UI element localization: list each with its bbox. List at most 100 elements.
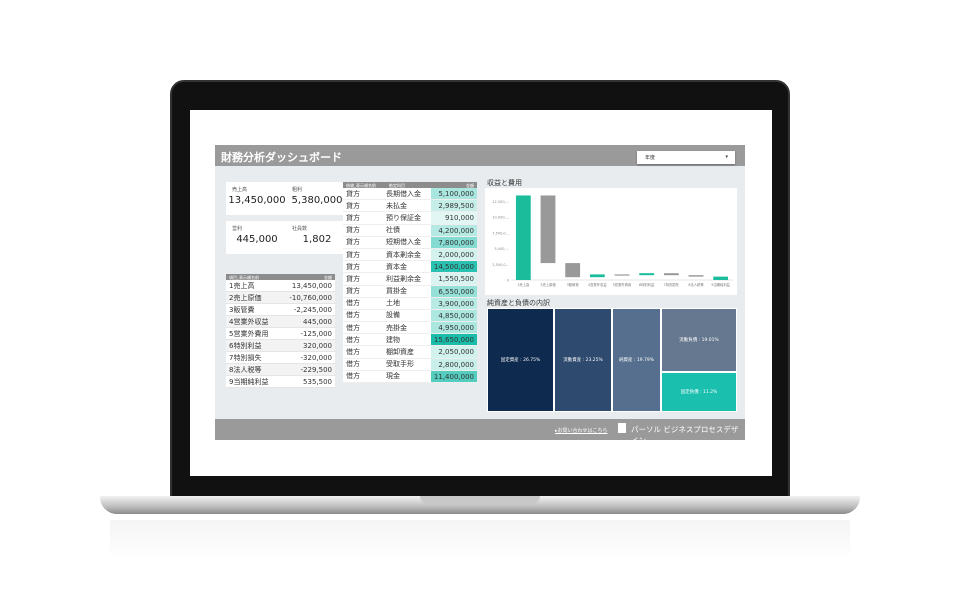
table-row: 8法人税等 -229,500 <box>226 364 335 376</box>
amount-cell: 4,950,000 <box>431 322 477 334</box>
account-cell: 預り保証金 <box>386 213 421 222</box>
treemap: 固定資産 : 26.75% 流動資産 : 23.25% 純資産 : 19.79% 流動… <box>487 308 737 412</box>
waterfall-bar[interactable] <box>639 273 655 276</box>
waterfall-bar[interactable] <box>565 263 581 278</box>
waterfall-bar[interactable] <box>713 276 729 280</box>
laptop-base <box>100 496 860 514</box>
brand-name: パーソル ビジネスプロセスデザイン <box>631 425 739 445</box>
account-cell: 買掛金 <box>386 287 407 296</box>
x-tick-label: 5営業外費用 <box>613 282 632 287</box>
chevron-down-icon: ▾ <box>725 154 728 160</box>
waterfall-bar[interactable] <box>614 274 630 276</box>
x-tick-label: 1売上高 <box>517 282 530 287</box>
treemap-title: 純資産と負債の内訳 <box>487 299 550 307</box>
side-cell: 貸方 <box>346 226 360 235</box>
x-tick-label: 6特別利益 <box>639 282 655 287</box>
year-select-label: 年度 <box>645 155 656 161</box>
column-header[interactable]: 金額 <box>324 275 332 280</box>
side-cell: 貸方 <box>346 189 360 198</box>
table-row: 3販管費 -2,245,000 <box>226 304 335 316</box>
amount-cell: -320,000 <box>300 353 332 362</box>
amount-cell: 6,550,000 <box>431 285 477 297</box>
kpi-card-gross-profit: 粗利 5,380,000 <box>286 182 348 215</box>
table-row: 貸方 資本金 14,500,000 <box>343 261 477 274</box>
kpi-label: 粗利 <box>292 187 303 193</box>
pl-table: 項目_表示順名前 金額 1売上高 13,450,000 2売上原価 -10,760,00… <box>226 274 335 388</box>
waterfall-bar[interactable] <box>688 275 704 277</box>
brand-logo-icon <box>618 423 626 433</box>
table-row: 5営業外費用 -125,000 <box>226 328 335 340</box>
side-cell: 借方 <box>346 348 360 357</box>
side-cell: 借方 <box>346 323 360 332</box>
contact-link[interactable]: ▸お問い合わせはこちら <box>555 428 608 434</box>
x-tick-label: 3販管費 <box>567 282 580 287</box>
amount-cell: 2,050,000 <box>431 346 477 358</box>
column-header[interactable]: 勘定科目 <box>389 183 405 188</box>
table-row: 貸方 預り保証金 910,000 <box>343 212 477 225</box>
side-cell: 借方 <box>346 335 360 344</box>
kpi-value: 1,802 <box>302 234 332 245</box>
table-row: 借方 建物 15,650,000 <box>343 334 477 347</box>
y-tick-label: 10,000,... <box>492 216 509 220</box>
table-row: 6特別利益 320,000 <box>226 340 335 352</box>
waterfall-bar[interactable] <box>589 274 605 278</box>
waterfall-bar[interactable] <box>515 195 531 280</box>
table-row: 借方 現金 11,400,000 <box>343 370 477 383</box>
side-cell: 貸方 <box>346 274 360 283</box>
table-row: 2売上原価 -10,760,000 <box>226 292 335 304</box>
column-header[interactable]: 項目_表示順名前 <box>229 275 259 280</box>
treemap-cell[interactable]: 固定資産 : 26.75% <box>487 308 554 412</box>
side-cell: 借方 <box>346 372 360 381</box>
kpi-label: 社員数 <box>292 226 308 232</box>
side-cell: 借方 <box>346 299 360 308</box>
laptop-reflection <box>110 520 850 560</box>
year-select[interactable]: 年度 ▾ <box>637 151 735 164</box>
waterfall-bar[interactable] <box>540 195 556 264</box>
amount-cell: 13,450,000 <box>291 281 332 290</box>
waterfall-bar[interactable] <box>663 273 679 276</box>
page-title: 財務分析ダッシュボード <box>221 151 342 164</box>
bs-table: 借貸_表示順名前 勘定科目 金額 貸方 長期借入金 5,100,000 貸方 未払金 2,98… <box>343 182 477 383</box>
table-row: 貸方 短期借入金 7,800,000 <box>343 236 477 249</box>
side-cell: 貸方 <box>346 287 360 296</box>
x-tick-label: 9当期純利益 <box>711 282 730 287</box>
waterfall-chart: 0 2,500,0... 5,000,... 7,500,0... 10,000,...… <box>492 195 733 287</box>
amount-cell: 1,550,500 <box>431 273 477 285</box>
kpi-value: 13,450,000 <box>228 195 286 206</box>
amount-cell: 445,000 <box>303 317 332 326</box>
amount-cell: -125,000 <box>300 329 332 338</box>
treemap-cell[interactable]: 固定負債 : 11.2% <box>661 372 737 412</box>
item-cell: 7特別損失 <box>229 353 262 362</box>
account-cell: 土地 <box>386 299 400 308</box>
table-row: 貸方 長期借入金 5,100,000 <box>343 188 477 201</box>
kpi-label: 営利 <box>232 226 243 232</box>
amount-cell: -229,500 <box>300 365 332 374</box>
y-tick-label: 0 <box>507 279 509 283</box>
amount-cell: 3,900,000 <box>431 297 477 309</box>
y-tick-label: 5,000,... <box>495 247 509 251</box>
account-cell: 資本剰余金 <box>386 250 421 259</box>
side-cell: 借方 <box>346 360 360 369</box>
treemap-cell[interactable]: 流動負債 : 19.01% <box>661 308 737 372</box>
column-header[interactable]: 金額 <box>466 183 474 188</box>
amount-cell: 4,850,000 <box>431 309 477 322</box>
side-cell: 借方 <box>346 311 360 320</box>
chart-title: 収益と費用 <box>487 179 522 187</box>
table-row: 借方 設備 4,850,000 <box>343 309 477 323</box>
amount-cell: 5,100,000 <box>431 188 477 200</box>
treemap-label: 純資産 : 19.79% <box>618 358 655 363</box>
side-cell: 貸方 <box>346 250 360 259</box>
x-tick-label: 2売上原価 <box>540 282 556 287</box>
treemap-cell[interactable]: 流動資産 : 23.25% <box>554 308 612 412</box>
treemap-cell[interactable]: 純資産 : 19.79% <box>612 308 661 412</box>
column-header[interactable]: 借貸_表示順名前 <box>346 183 376 188</box>
account-cell: 未払金 <box>386 201 407 210</box>
x-tick-label: 7特別損失 <box>664 282 680 287</box>
header-bar: 財務分析ダッシュボード 年度 ▾ <box>215 145 745 166</box>
amount-cell: 2,000,000 <box>431 248 477 261</box>
side-cell: 貸方 <box>346 238 360 247</box>
item-cell: 2売上原価 <box>229 293 262 302</box>
kpi-value: 5,380,000 <box>291 195 343 206</box>
item-cell: 5営業外費用 <box>229 329 269 338</box>
item-cell: 6特別利益 <box>229 341 262 350</box>
